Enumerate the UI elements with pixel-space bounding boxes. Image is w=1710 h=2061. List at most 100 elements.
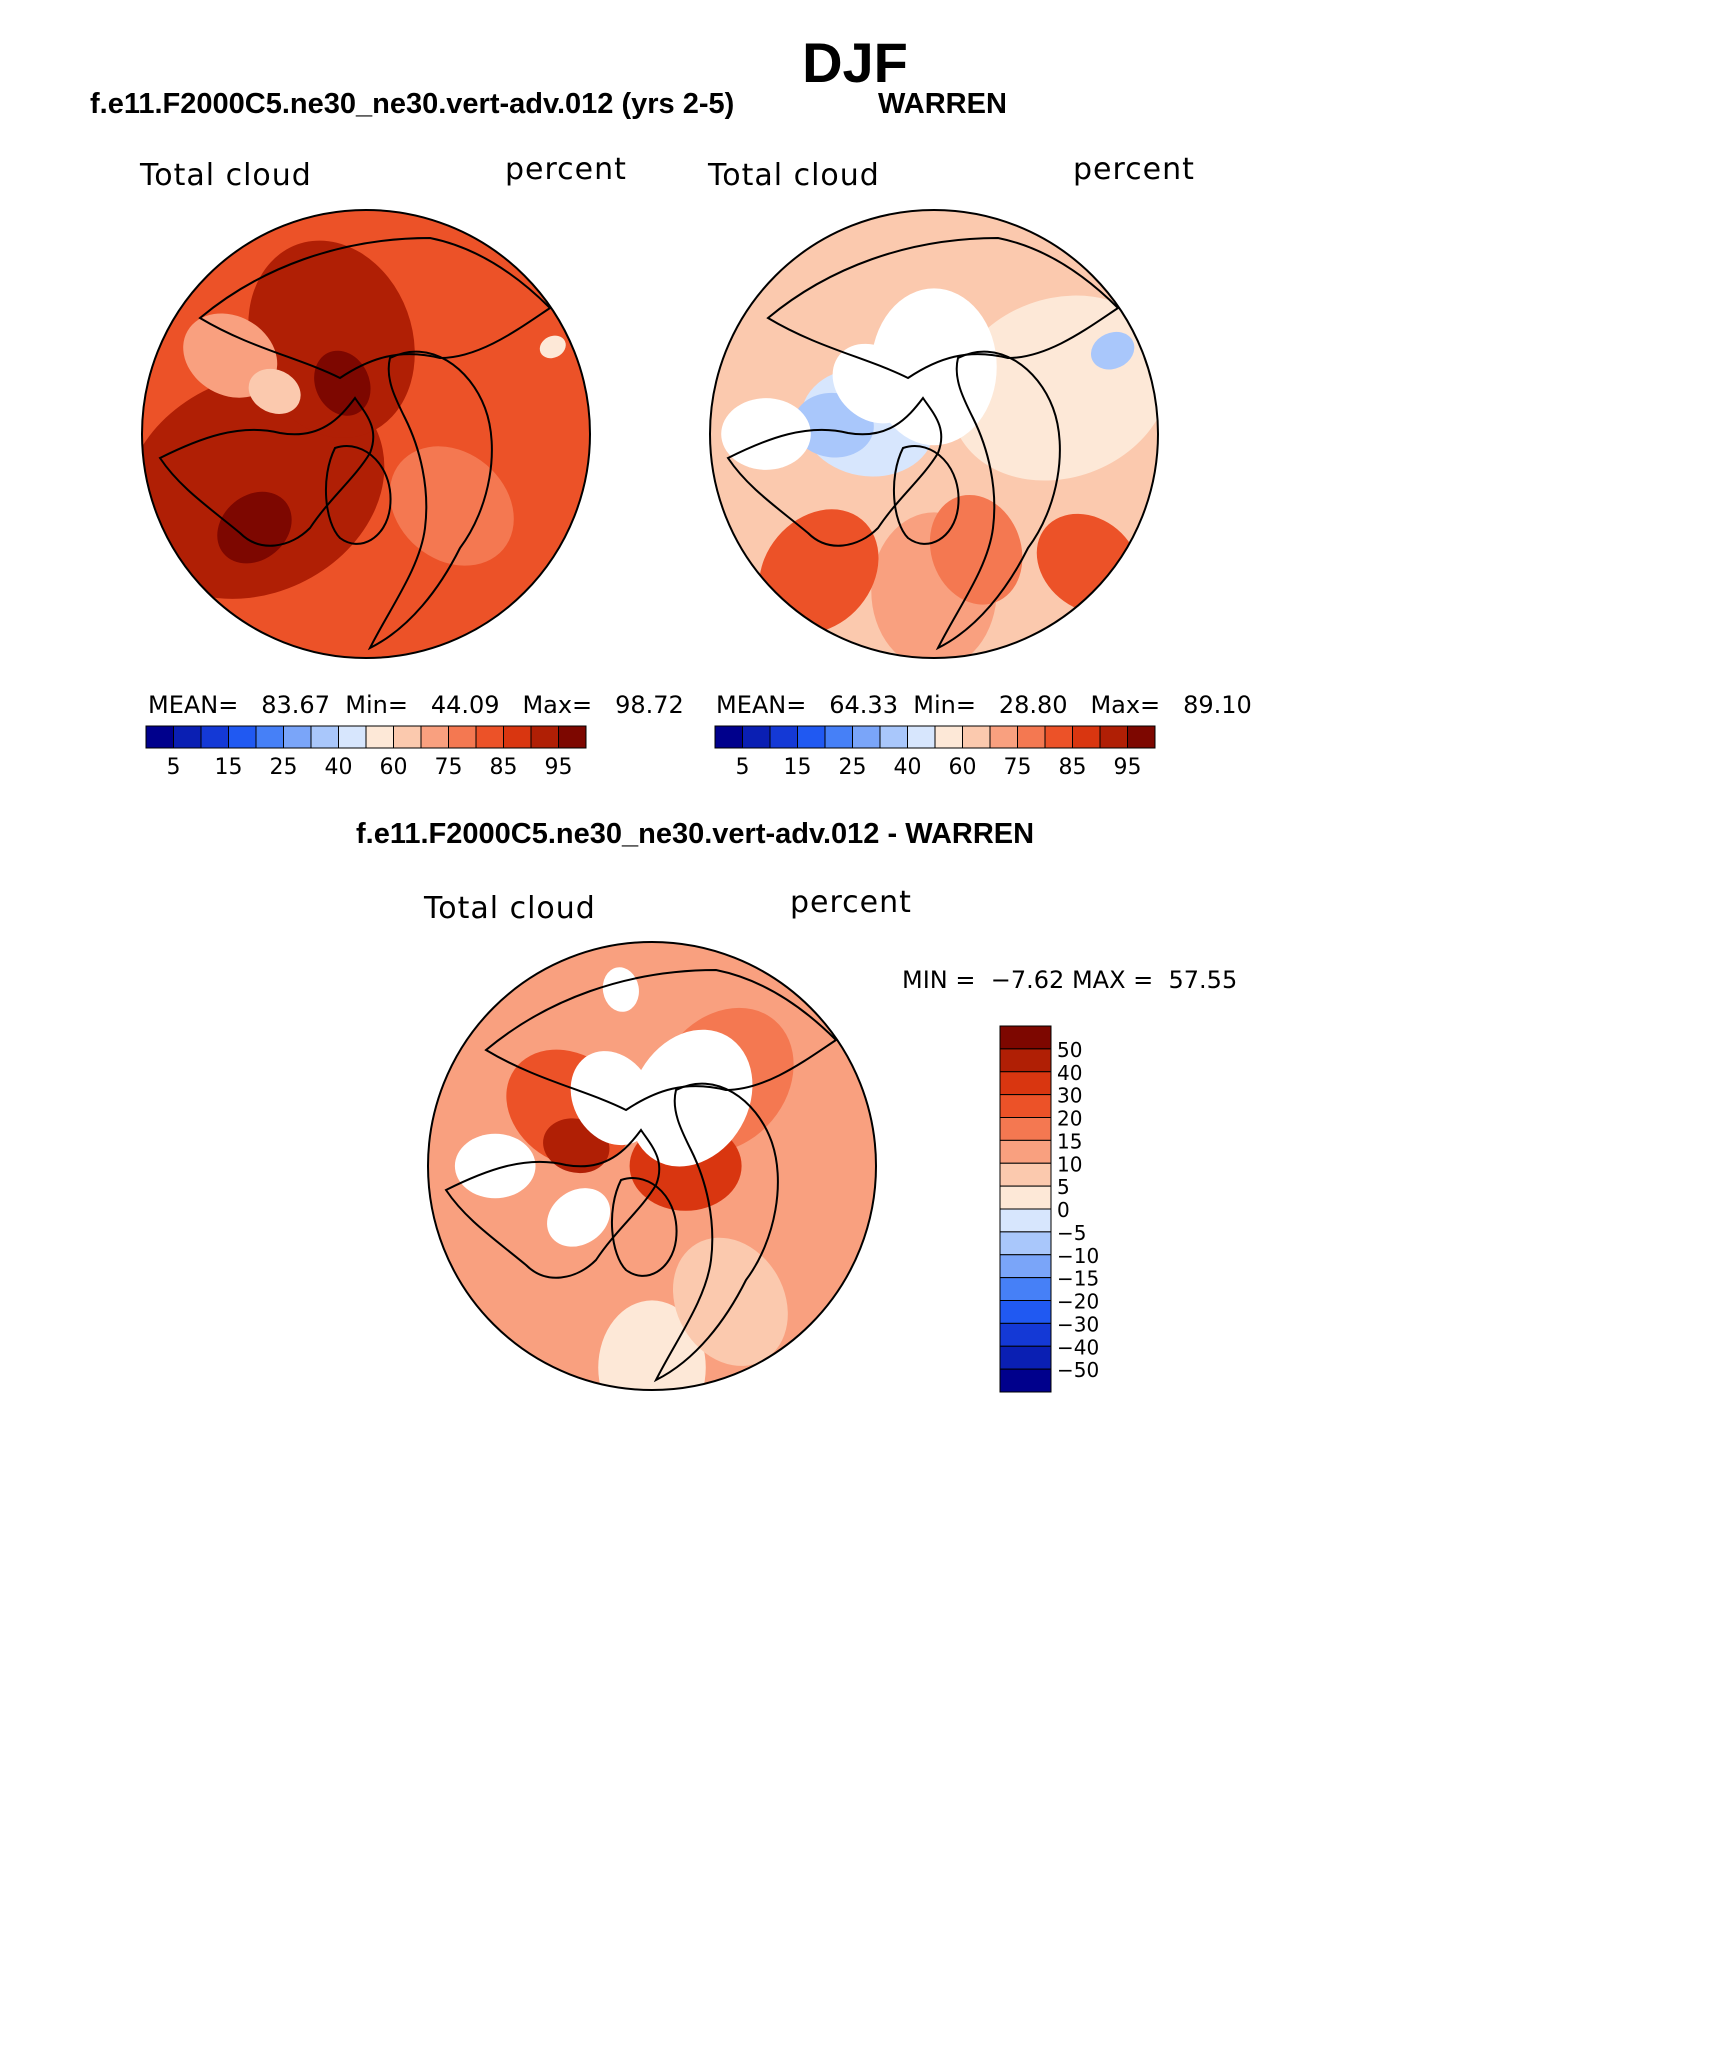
contour-region xyxy=(629,1029,753,1167)
colorbar-swatch xyxy=(283,725,312,749)
colorbar-swatch xyxy=(999,1322,1052,1347)
panel-1-polar-map xyxy=(141,209,591,659)
colorbar-swatch xyxy=(475,725,504,749)
colorbar-swatch xyxy=(530,725,559,749)
panel-3-min-label: MIN = xyxy=(902,966,976,994)
panel-1-max-label: Max= xyxy=(522,691,593,719)
panel-3-variable-label: Total cloud xyxy=(424,891,596,926)
colorbar-swatch xyxy=(934,725,963,749)
colorbar-tick-label: 40 xyxy=(325,755,353,780)
colorbar-tick-label: 15 xyxy=(784,755,812,780)
colorbar-swatch xyxy=(999,1117,1052,1141)
contour-region xyxy=(454,1133,536,1199)
colorbar-swatch xyxy=(1072,725,1101,749)
colorbar-swatch xyxy=(558,725,587,749)
colorbar-swatch xyxy=(999,1071,1052,1096)
colorbar-tick-label: 60 xyxy=(949,755,977,780)
colorbar-swatch xyxy=(742,725,771,749)
colorbar-tick-label: 40 xyxy=(1057,1061,1082,1085)
colorbar-swatch xyxy=(907,725,936,749)
colorbar-swatch xyxy=(420,725,449,749)
panel-1-mean-label: MEAN= xyxy=(148,691,239,719)
colorbar-swatch xyxy=(999,1231,1052,1256)
panel-3-max-value: 57.55 xyxy=(1168,966,1238,994)
panel-2-min-value: 28.80 xyxy=(998,691,1068,719)
coastline xyxy=(653,1082,779,1383)
colorbar-tick-label: 50 xyxy=(1057,1038,1082,1062)
colorbar-tick-label: 60 xyxy=(380,755,408,780)
panel-1-max-value: 98.72 xyxy=(615,691,684,719)
colorbar-tick-label: 0 xyxy=(1057,1198,1070,1222)
colorbar-tick-label: −30 xyxy=(1057,1312,1099,1336)
map-border xyxy=(141,209,591,659)
panel-1-min-label: Min= xyxy=(345,691,408,719)
colorbar-swatch xyxy=(228,725,257,749)
panel-1-variable-label: Total cloud xyxy=(140,158,312,193)
colorbar-swatch xyxy=(999,1025,1052,1050)
colorbar-swatch xyxy=(999,1254,1052,1279)
colorbar-swatch xyxy=(448,725,477,749)
colorbar-swatch xyxy=(999,1300,1052,1324)
contour-region xyxy=(570,1051,655,1146)
colorbar-tick-label: −50 xyxy=(1057,1358,1099,1382)
colorbar-swatch xyxy=(797,725,826,749)
panel-1-units-label: percent xyxy=(505,152,627,187)
colorbar-tick-label: 85 xyxy=(1059,755,1087,780)
panel-2-variable-label: Total cloud xyxy=(708,158,880,193)
page-title: DJF xyxy=(802,31,908,94)
colorbar-swatch xyxy=(1099,725,1128,749)
colorbar-swatch xyxy=(714,725,743,749)
colorbar-swatch xyxy=(989,725,1018,749)
coastline xyxy=(484,968,838,1112)
panel-3-case-title: f.e11.F2000C5.ne30_ne30.vert-adv.012 - W… xyxy=(356,818,1035,850)
panel-1-mean-value: 83.67 xyxy=(261,691,330,719)
colorbar-swatch xyxy=(1044,725,1073,749)
colorbar-tick-label: −15 xyxy=(1057,1267,1099,1291)
panel-3-min-value: −7.62 xyxy=(990,966,1065,994)
contour-region xyxy=(672,1237,788,1366)
colorbar-tick-label: 95 xyxy=(1114,755,1142,780)
map-border xyxy=(709,209,1159,659)
colorbar-swatch xyxy=(999,1345,1052,1370)
colorbar-swatch xyxy=(999,1208,1052,1233)
colorbar-tick-label: 15 xyxy=(1057,1129,1082,1153)
colorbar-tick-label: 30 xyxy=(1057,1084,1082,1108)
panel-3-max-label: MAX = xyxy=(1071,966,1154,994)
contour-region xyxy=(602,967,639,1012)
colorbar-swatch xyxy=(999,1162,1052,1187)
colorbar-swatch xyxy=(962,725,991,749)
colorbar-swatch xyxy=(769,725,798,749)
colorbar-swatch xyxy=(338,725,367,749)
colorbar-tick-label: −10 xyxy=(1057,1244,1099,1268)
coastline xyxy=(766,236,1120,380)
colorbar-tick-label: 15 xyxy=(215,755,243,780)
colorbar-swatch xyxy=(852,725,881,749)
coastline xyxy=(198,236,552,380)
panel-3-units-label: percent xyxy=(790,885,912,920)
colorbar-swatch xyxy=(999,1094,1052,1118)
colorbar-swatch xyxy=(393,725,422,749)
contour-region xyxy=(547,1188,611,1247)
colorbar-swatch xyxy=(1017,725,1046,749)
colorbar-swatch xyxy=(310,725,339,749)
panel-2-min-label: Min= xyxy=(913,691,976,719)
panel-2-case-title: WARREN xyxy=(878,88,1007,120)
colorbar-tick-label: 20 xyxy=(1057,1107,1082,1131)
colorbar-swatch xyxy=(999,1185,1052,1210)
panel-3-polar-map xyxy=(427,941,877,1391)
colorbar-tick-label: 95 xyxy=(545,755,573,780)
colorbar-tick-label: −20 xyxy=(1057,1290,1099,1314)
colorbar-swatch xyxy=(879,725,908,749)
contour-region xyxy=(389,446,514,566)
panel-2-max-label: Max= xyxy=(1090,691,1161,719)
colorbar-swatch xyxy=(173,725,202,749)
colorbar-tick-label: 25 xyxy=(270,755,298,780)
map-border xyxy=(427,941,877,1391)
panel-2-mean-label: MEAN= xyxy=(716,691,807,719)
colorbar-tick-label: 5 xyxy=(736,755,750,780)
contour-region xyxy=(248,368,301,414)
contour-region xyxy=(539,335,566,359)
colorbar-swatch xyxy=(255,725,284,749)
colorbar-swatch xyxy=(365,725,394,749)
colorbar-swatch xyxy=(999,1139,1052,1164)
